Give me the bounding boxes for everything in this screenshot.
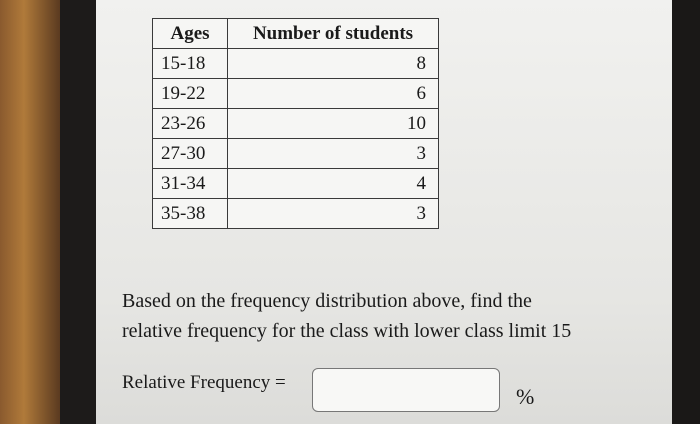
table-row: 35-38 3 [152, 198, 439, 229]
question-line: Based on the frequency distribution abov… [122, 290, 532, 312]
count-cell: 3 [227, 198, 439, 229]
header-cell: Ages [152, 18, 228, 49]
age-cell: 15-18 [152, 48, 228, 79]
count-cell: 8 [227, 48, 439, 79]
frequency-table: Ages Number of students 15-18 8 19-22 6 23-2… [152, 18, 439, 229]
age-cell: 35-38 [152, 198, 228, 229]
table-row: 15-18 8 [152, 48, 439, 79]
count-cell: 6 [227, 78, 439, 109]
age-cell: 23-26 [152, 108, 228, 139]
age-cell: 31-34 [152, 168, 228, 199]
header-row: Ages Number of students [152, 18, 439, 49]
screen-bezel [60, 0, 98, 424]
answer-unit: % [516, 384, 535, 409]
screen-bezel [672, 0, 700, 424]
table-row: 23-26 10 [152, 108, 439, 139]
table-body: 15-18 8 19-22 6 23-26 10 27-30 3 31-34 4 35-38 3 [152, 48, 439, 229]
question-line: relative frequency for the class with lo… [122, 320, 572, 342]
count-cell: 4 [227, 168, 439, 199]
age-cell: 19-22 [152, 78, 228, 109]
screen: Ages Number of students 15-18 8 19-22 6 23-2… [96, 0, 672, 424]
header-cell: Number of students [227, 18, 439, 49]
desk-surface [0, 0, 60, 424]
table-row: 31-34 4 [152, 168, 439, 199]
table-row: 19-22 6 [152, 78, 439, 109]
count-cell: 10 [227, 108, 439, 139]
answer-input[interactable] [312, 368, 500, 412]
table-row: 27-30 3 [152, 138, 439, 169]
age-cell: 27-30 [152, 138, 228, 169]
answer-label: Relative Frequency = [122, 372, 286, 393]
count-cell: 3 [227, 138, 439, 169]
